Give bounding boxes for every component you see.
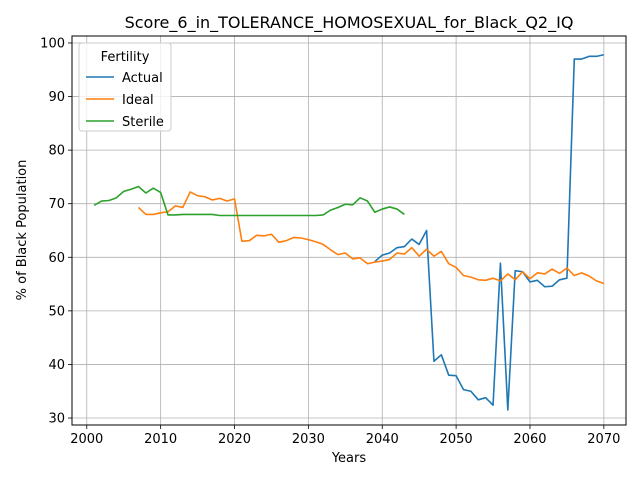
y-tick-label: 100 [40, 36, 65, 51]
y-tick-label: 80 [48, 144, 65, 159]
x-tick-label: 2060 [513, 432, 546, 447]
y-tick-label: 90 [48, 90, 65, 105]
x-tick-label: 2040 [366, 432, 399, 447]
chart-title: Score_6_in_TOLERANCE_HOMOSEXUAL_for_Blac… [125, 13, 574, 33]
legend-box [78, 42, 172, 132]
x-tick-label: 2010 [144, 432, 177, 447]
series-line-ideal [137, 191, 605, 285]
y-tick-label: 60 [48, 251, 65, 266]
grid [72, 36, 626, 425]
y-tick-label: 70 [48, 197, 65, 212]
legend-entries: Actual Ideal Sterile [86, 71, 164, 130]
y-tick-label: 40 [48, 358, 65, 373]
x-tick-label: 2050 [440, 432, 473, 447]
x-tick-label: 2030 [292, 432, 325, 447]
legend-title: Fertility [101, 50, 150, 65]
y-axis-label: % of Black Population [15, 160, 30, 301]
y-tick-label: 50 [48, 304, 65, 319]
series-line-sterile [93, 185, 405, 217]
plot-frame [71, 35, 627, 426]
legend-label-sterile: Sterile [122, 115, 164, 130]
legend-label-ideal: Ideal [122, 93, 154, 108]
x-tick-label: 2070 [587, 432, 620, 447]
y-tick-label: 30 [48, 412, 65, 427]
legend: Fertility Actual Ideal Sterile [78, 42, 172, 132]
series-line-actual [374, 53, 605, 411]
x-axis-label: Years [331, 451, 367, 466]
x-tick-label: 2020 [218, 432, 251, 447]
axis-ticks: 2000 2010 2020 2030 2040 2050 2060 2070 30 40 50 60… [40, 36, 620, 447]
series-lines [93, 53, 605, 411]
legend-label-actual: Actual [122, 71, 163, 86]
x-tick-label: 2000 [70, 432, 103, 447]
